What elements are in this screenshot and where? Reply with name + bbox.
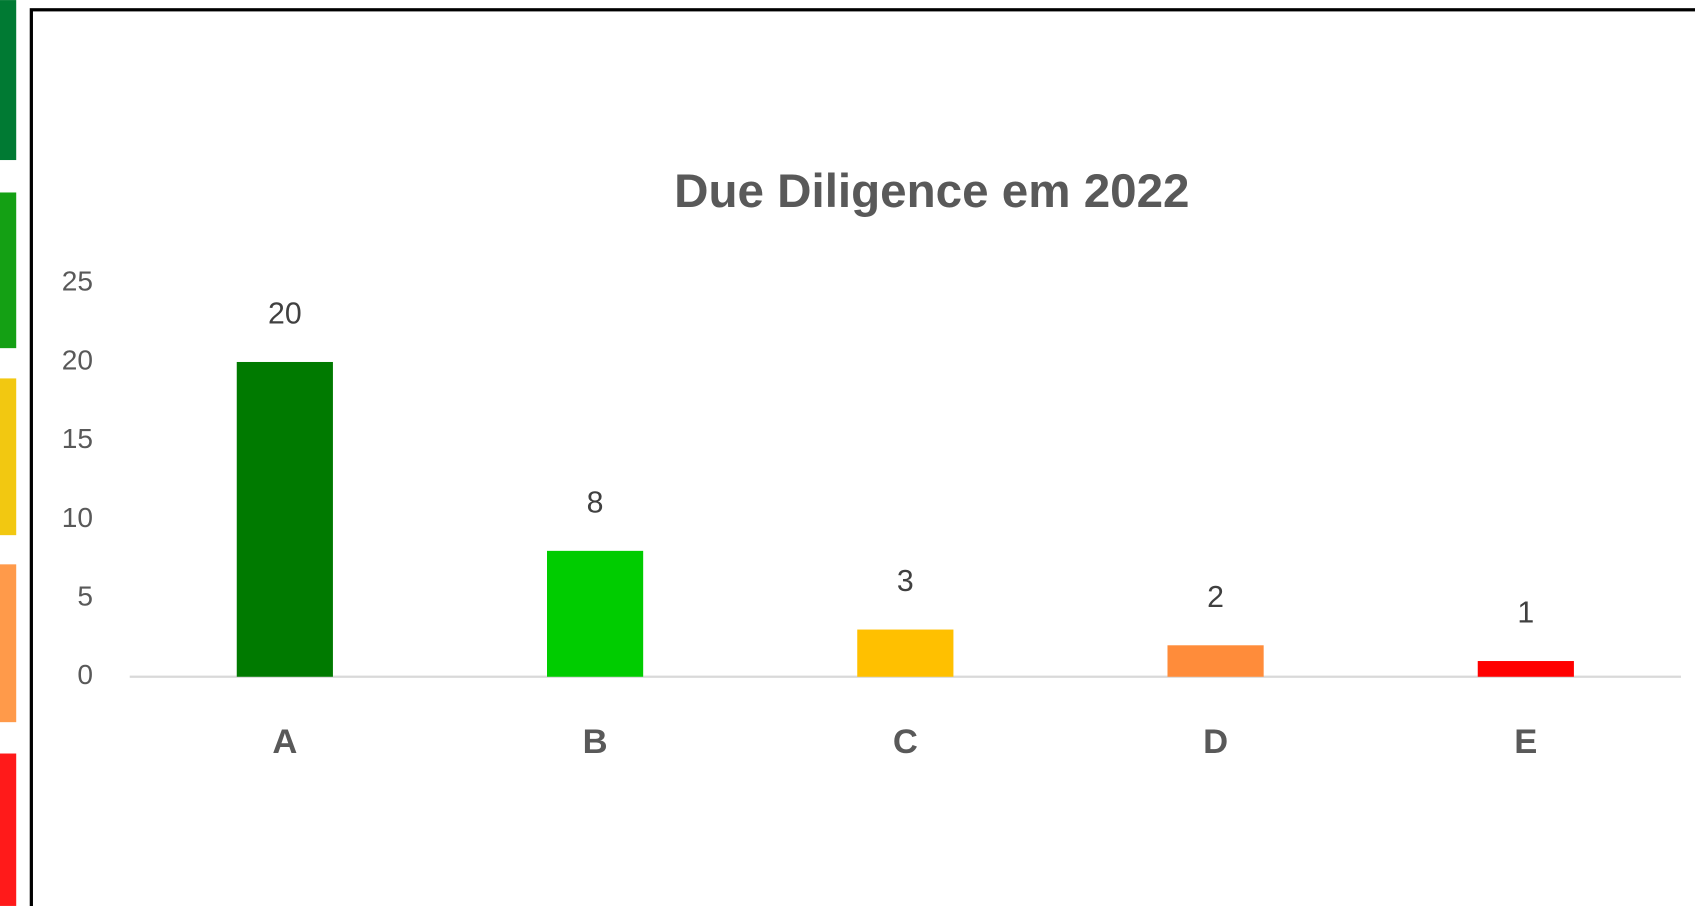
x-tick-label: A [272,723,297,761]
x-tick-label: E [1514,723,1537,761]
data-label: 2 [1207,581,1224,614]
data-label: 3 [897,565,914,598]
y-tick-label: 5 [77,580,93,611]
y-tick-label: 25 [62,266,93,297]
legend-strip [0,753,17,906]
x-tick-label: C [893,723,918,761]
y-tick-label: 20 [62,344,93,375]
x-tick-label: B [583,723,608,761]
bar [857,629,954,677]
bar [1477,661,1574,677]
legend-strip [0,378,17,536]
y-tick-label: 0 [77,659,93,690]
bar [546,550,644,677]
bar [1167,645,1264,677]
chart-title: Due Diligence em 2022 [674,165,1189,218]
legend-strip [0,0,17,161]
x-tick-label: D [1203,723,1228,761]
bar [236,361,333,677]
legend-strip [0,192,17,349]
data-label: 20 [268,297,302,330]
data-label: 8 [587,486,604,519]
legend-strip [0,564,17,723]
data-label: 1 [1517,597,1534,630]
y-tick-label: 10 [62,502,93,533]
y-tick-label: 15 [62,423,93,454]
